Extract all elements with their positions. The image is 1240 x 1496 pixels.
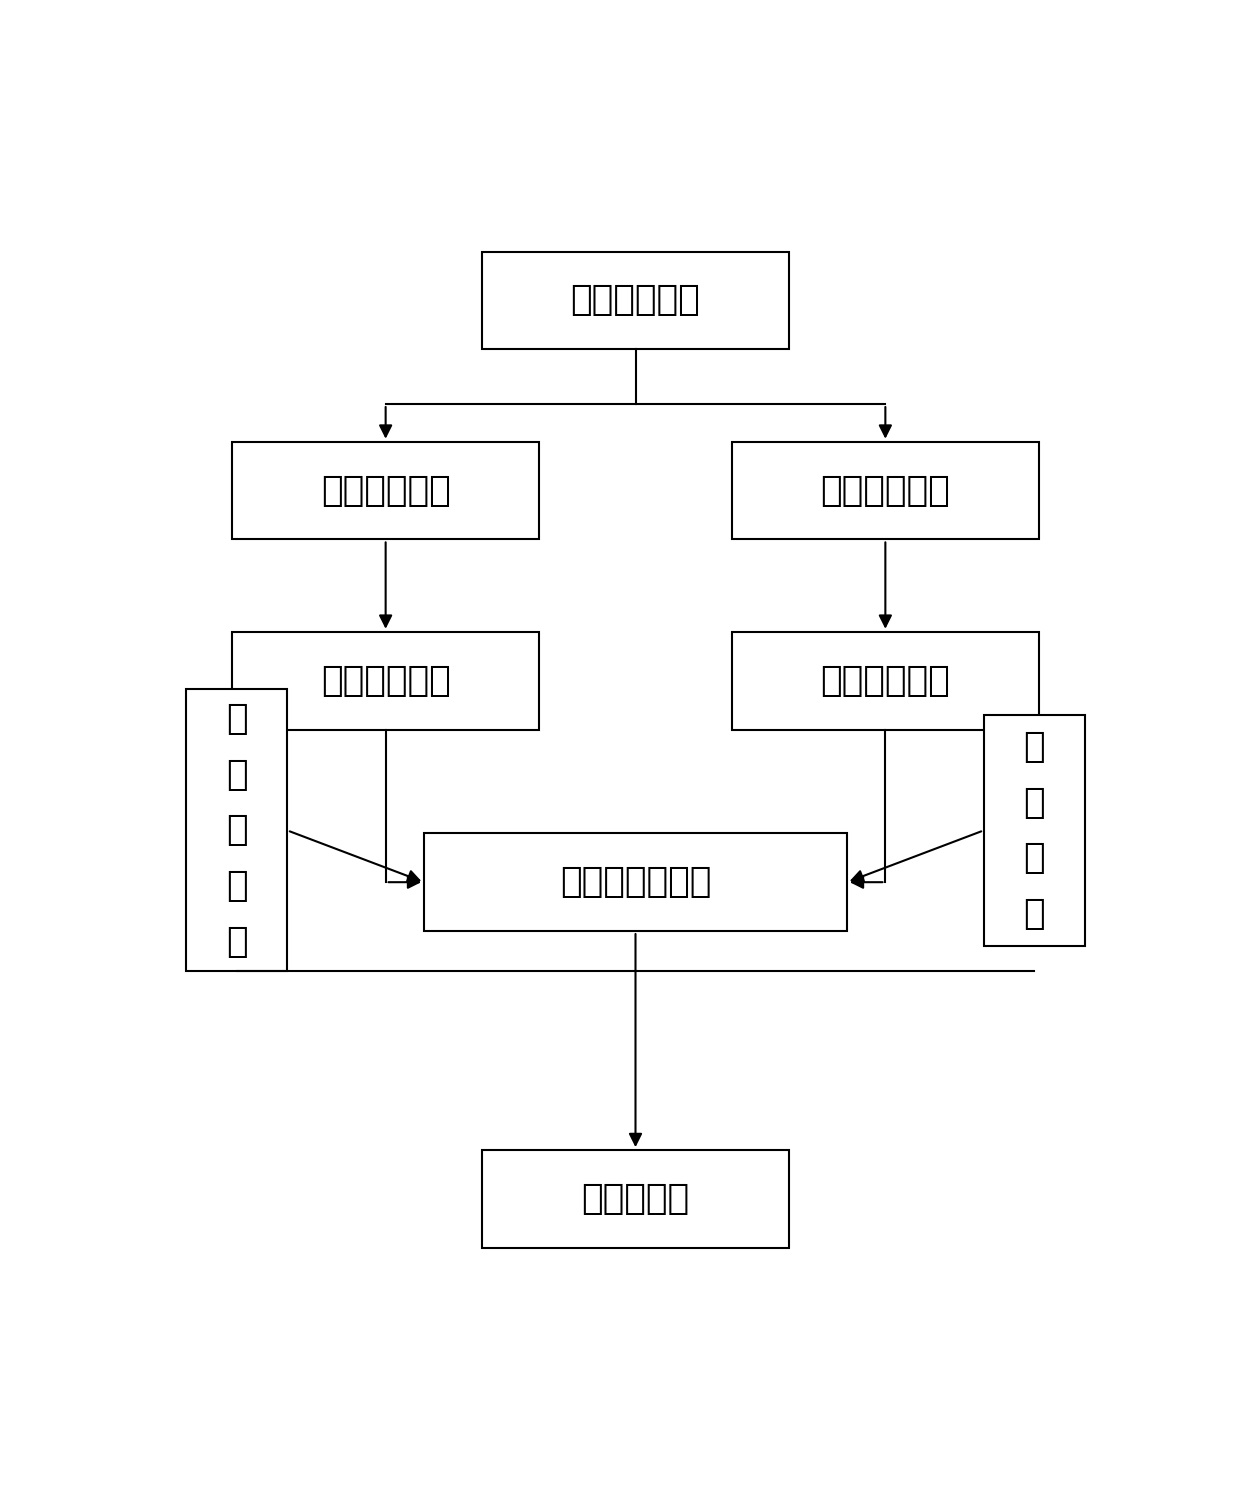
Text: 荧光比值分析: 荧光比值分析 — [821, 664, 950, 697]
Text: 三维荧光检测: 三维荧光检测 — [821, 474, 950, 507]
Bar — [732, 631, 1039, 730]
Bar — [424, 833, 847, 931]
Text: 未知污染水体: 未知污染水体 — [570, 283, 701, 317]
Bar — [983, 715, 1085, 945]
Bar — [481, 1150, 789, 1248]
Text: 常规水质检测: 常规水质检测 — [321, 474, 450, 507]
Bar — [186, 690, 288, 971]
Bar — [481, 251, 789, 350]
Text: 污染源类型识别: 污染源类型识别 — [559, 865, 712, 899]
Bar — [232, 441, 539, 540]
Text: 正定矩阵解析: 正定矩阵解析 — [321, 664, 450, 697]
Bar — [732, 441, 1039, 540]
Text: 污
染
源
监
测: 污 染 源 监 测 — [226, 702, 248, 959]
Bar — [232, 631, 539, 730]
Text: 明确污染源: 明确污染源 — [582, 1182, 689, 1216]
Text: 水
文
参
数: 水 文 参 数 — [1023, 730, 1045, 931]
